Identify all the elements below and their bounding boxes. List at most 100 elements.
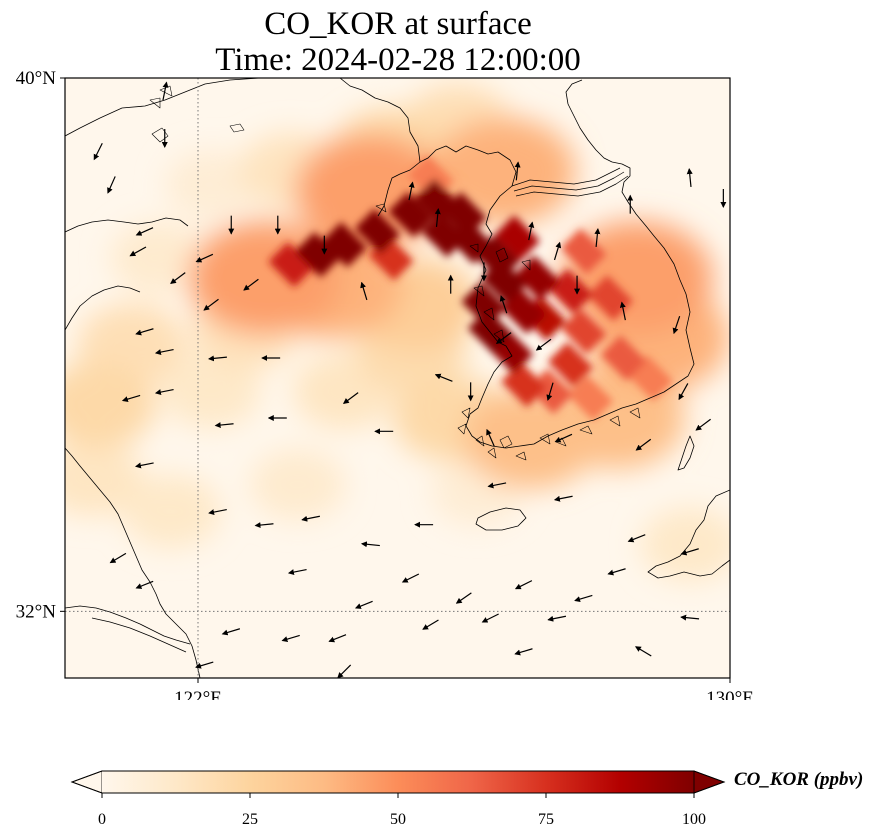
field-cell xyxy=(600,335,647,381)
field-cell xyxy=(65,439,143,517)
wind-arrow xyxy=(487,482,507,489)
map-figure: 122°E 130°E 40°N 32°N xyxy=(16,68,754,700)
field-cell xyxy=(501,288,547,335)
wind-arrow xyxy=(680,614,700,621)
field-cell xyxy=(294,231,341,278)
wind-arrow xyxy=(627,534,646,543)
wind-arrow xyxy=(135,580,154,589)
wind-arrow xyxy=(634,646,652,657)
wind-arrow xyxy=(481,613,499,623)
wind-arrow xyxy=(408,181,415,201)
wind-arrow xyxy=(281,634,300,643)
wind-arrow xyxy=(535,338,552,351)
wind-arrow xyxy=(203,298,219,311)
coastline-jeju xyxy=(475,507,527,531)
coastline-kyushu xyxy=(647,489,730,579)
wind-arrow xyxy=(607,568,626,576)
tick-label-lon: 130°E xyxy=(706,688,754,700)
wind-arrow xyxy=(554,433,573,443)
wind-arrow xyxy=(221,628,241,636)
map-frame xyxy=(64,77,731,679)
wind-arrow xyxy=(301,515,320,522)
wind-arrow xyxy=(254,522,274,529)
wind-vectors xyxy=(93,81,727,678)
wind-arrow xyxy=(154,348,174,356)
field-cell xyxy=(65,361,156,448)
wind-arrow xyxy=(129,246,147,257)
wind-arrow xyxy=(434,208,441,228)
wind-arrow xyxy=(93,143,103,161)
wind-arrow xyxy=(514,580,533,590)
field-cell xyxy=(547,268,594,315)
field-cell xyxy=(387,191,434,238)
map-title-line1: CO_KOR at surface xyxy=(264,6,532,42)
colorbar: 0 25 50 75 100 xyxy=(70,770,726,828)
colorbar-tick-label: 100 xyxy=(682,811,706,828)
wind-arrow xyxy=(528,221,535,241)
field-cell xyxy=(494,215,541,261)
field-cell xyxy=(321,221,368,268)
field-cell xyxy=(560,308,607,355)
wind-arrow xyxy=(360,541,380,548)
border-lines xyxy=(511,167,629,197)
field-cell xyxy=(567,375,614,421)
wind-arrow xyxy=(455,592,472,604)
wind-arrow xyxy=(678,383,689,401)
field-cell xyxy=(354,208,401,255)
wind-arrow xyxy=(162,81,169,101)
coastline-china-east xyxy=(65,447,201,678)
wind-arrow xyxy=(514,161,521,181)
wind-arrow xyxy=(686,168,693,188)
wind-arrow xyxy=(499,295,508,314)
field-cell xyxy=(461,281,507,328)
wind-arrow xyxy=(170,272,186,284)
field-cell xyxy=(481,258,527,305)
wind-arrow xyxy=(195,253,214,263)
field-cell xyxy=(421,211,467,258)
wind-arrow xyxy=(214,422,234,429)
field-cell xyxy=(121,474,221,549)
field-cell xyxy=(431,117,576,226)
colorbar-extend-min xyxy=(70,770,103,794)
islands-liaodong xyxy=(149,85,387,213)
wind-arrow xyxy=(546,382,554,401)
field-cell xyxy=(249,448,346,521)
wind-arrow xyxy=(619,301,626,321)
coastline-north-korea-east xyxy=(565,79,613,163)
wind-arrow xyxy=(109,552,127,564)
wind-arrow xyxy=(207,355,227,362)
coastline-tsushima xyxy=(677,435,695,471)
wind-arrow xyxy=(121,394,141,403)
colorbar-ticks: 0 25 50 75 100 xyxy=(98,793,706,828)
islands-korean-sw xyxy=(457,407,641,461)
islands-korean-west xyxy=(469,243,531,343)
tick-label-lat: 40°N xyxy=(16,68,57,89)
field-cell xyxy=(514,255,560,301)
wind-arrow xyxy=(107,176,116,194)
field-cell xyxy=(501,361,547,408)
colorbar-extend-max xyxy=(693,770,726,794)
coastline-liaodong-east xyxy=(419,145,695,449)
coastline-liaodong xyxy=(65,78,421,217)
wind-arrow xyxy=(134,462,154,469)
concentration-field-core xyxy=(268,155,674,421)
field-cell xyxy=(587,275,634,321)
field-cell xyxy=(560,228,607,275)
wind-arrow xyxy=(547,615,567,622)
colorbar-tick-label: 0 xyxy=(98,811,106,828)
field-cell xyxy=(164,149,258,220)
wind-arrow xyxy=(337,664,352,678)
wind-arrow xyxy=(434,373,453,382)
wind-arrow xyxy=(495,332,512,344)
axis-ticks: 122°E 130°E 40°N 32°N xyxy=(16,68,754,700)
field-cell xyxy=(640,507,730,582)
wind-arrow xyxy=(422,619,439,630)
wind-arrow xyxy=(328,634,347,643)
wind-arrow xyxy=(135,328,154,336)
coastline-shandong xyxy=(65,217,189,331)
field-cell xyxy=(547,341,594,388)
wind-arrow xyxy=(287,568,307,576)
wind-arrow xyxy=(135,227,154,236)
wind-arrow xyxy=(243,278,259,291)
field-cell xyxy=(268,241,314,288)
